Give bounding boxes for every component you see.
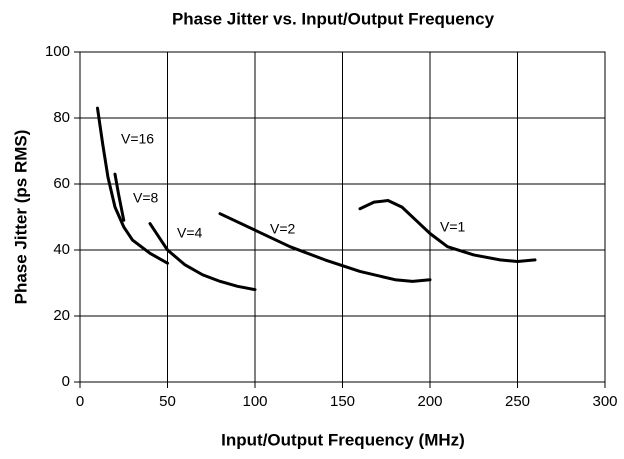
- series-line: [96, 106, 169, 265]
- x-tick-label: 50: [159, 393, 176, 410]
- y-tick-label: 80: [53, 109, 70, 126]
- chart-title: Phase Jitter vs. Input/Output Frequency: [172, 9, 495, 28]
- y-tick-label: 60: [53, 175, 70, 192]
- x-tick-label: 200: [417, 393, 442, 410]
- x-tick-label: 300: [592, 393, 617, 410]
- x-tick-label: 100: [242, 393, 267, 410]
- series-line: [113, 172, 126, 222]
- x-tick-label: 250: [505, 393, 530, 410]
- series-line: [148, 222, 257, 292]
- series-label: V=8: [133, 190, 159, 206]
- y-tick-label: 20: [53, 307, 70, 324]
- plot-frame: [79, 51, 606, 383]
- y-tick-label: 100: [45, 43, 70, 60]
- x-axis-label: Input/Output Frequency (MHz): [221, 430, 465, 449]
- series-line: [358, 199, 537, 264]
- series-line: [218, 212, 432, 283]
- series-label: V=16: [121, 131, 154, 147]
- y-tick-label: 0: [62, 373, 70, 390]
- y-axis-label: Phase Jitter (ps RMS): [11, 130, 30, 305]
- x-tick-label: 150: [330, 393, 355, 410]
- series-label: V=2: [270, 221, 296, 237]
- x-tick-label: 0: [76, 393, 84, 410]
- series-label: V=4: [177, 225, 203, 241]
- y-tick-label: 40: [53, 241, 70, 258]
- series-label: V=1: [440, 219, 466, 235]
